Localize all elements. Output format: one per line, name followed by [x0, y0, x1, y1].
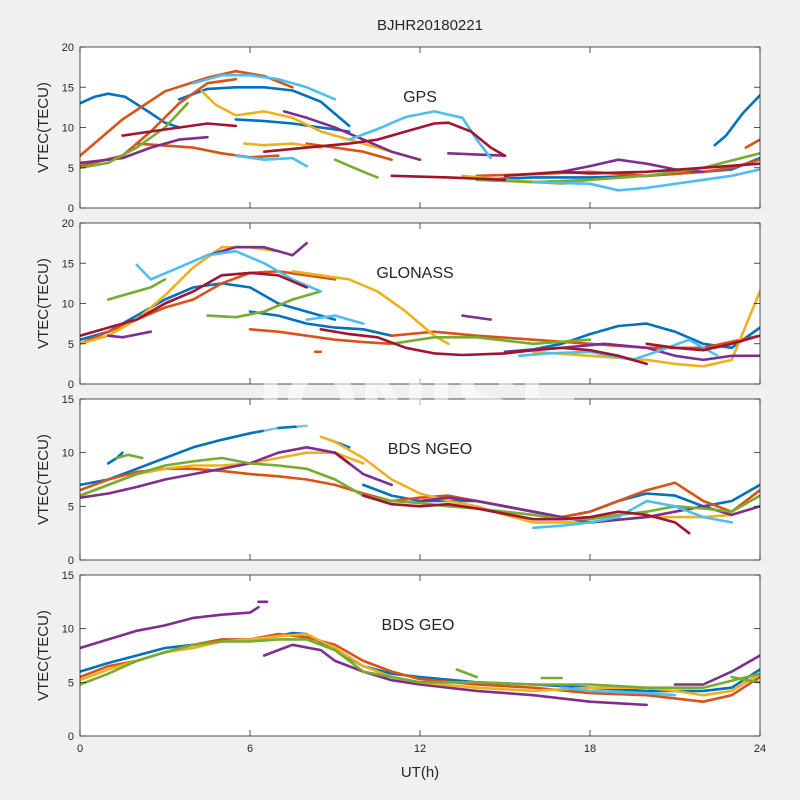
series-line-8: [455, 668, 478, 679]
plot-area: [80, 223, 760, 384]
series-line-12: [243, 142, 323, 149]
y-tick-label: 10: [62, 123, 74, 135]
x-tick-label: 18: [584, 743, 596, 755]
series-line-22: [234, 154, 308, 168]
panels: 0 5 10 15 20 VTEC(TECU) GPS 0 5 10 15 20 VTEC(TECU) G…: [35, 42, 766, 781]
chart-panel-2: 0 5 10 15 VTEC(TECU) BDS NGEO: [35, 394, 761, 567]
series-line-3: [80, 270, 337, 346]
panel-label: GLONASS: [376, 265, 453, 282]
series-line-11: [80, 456, 760, 521]
series-line-16: [447, 152, 507, 157]
series-line-15: [390, 336, 592, 346]
panel-label: BDS GEO: [382, 617, 455, 634]
series-line-14: [206, 290, 323, 319]
x-tick-label: 24: [754, 743, 766, 755]
series-line-7: [291, 270, 450, 346]
series-line-3: [673, 654, 760, 686]
series-line-18: [80, 102, 189, 170]
y-tick-label: 0: [68, 555, 74, 567]
series-line-7: [135, 142, 280, 159]
series-line-14: [80, 135, 209, 165]
x-tick-label: 12: [414, 743, 426, 755]
series-line-1: [177, 86, 351, 128]
series-line-12: [532, 499, 733, 530]
series-line-13: [107, 278, 167, 301]
y-tick-label: 5: [68, 339, 74, 351]
chart-panel-0: 0 5 10 15 20 VTEC(TECU) GPS: [35, 42, 761, 215]
x-tick-label: 0: [77, 743, 83, 755]
y-tick-label: 10: [62, 299, 74, 311]
series-group: [80, 241, 760, 368]
series-line-7: [80, 638, 760, 689]
chart-panel-3: 0 5 10 15 0 6 12 18 24 VTEC(TECU) BDS GEO UT(h): [35, 570, 766, 781]
series-group: [80, 424, 760, 535]
series-line-20: [319, 328, 648, 366]
series-line-19: [80, 271, 308, 337]
y-tick-label: 10: [62, 624, 74, 636]
y-tick-label: 20: [62, 218, 74, 230]
series-group: [80, 600, 760, 707]
y-tick-label: 20: [62, 42, 74, 54]
series-line-11: [560, 686, 677, 697]
series-line-0: [80, 92, 181, 129]
y-tick-label: 0: [68, 731, 74, 743]
series-line-20: [475, 152, 760, 184]
watermark: IONISE: [257, 349, 582, 456]
series-line-6: [80, 77, 238, 168]
y-tick-label: 5: [68, 501, 74, 513]
series-group: [80, 69, 760, 192]
series-line-16: [135, 249, 323, 293]
series-line-23: [347, 110, 493, 160]
y-tick-label: 5: [68, 163, 74, 175]
y-tick-label: 15: [62, 394, 74, 406]
series-line-11: [461, 314, 493, 321]
series-line-17: [305, 314, 365, 325]
series-line-10: [730, 675, 760, 684]
series-line-4: [713, 94, 760, 147]
series-line-14: [362, 494, 691, 535]
panel-label: BDS NGEO: [388, 441, 472, 458]
y-tick-label: 15: [62, 82, 74, 94]
y-axis-label: VTEC(TECU): [35, 82, 52, 173]
series-line-10: [115, 453, 144, 460]
y-tick-label: 15: [62, 570, 74, 582]
series-line-25: [121, 122, 238, 137]
series-line-21: [192, 73, 337, 101]
series-line-10: [206, 241, 308, 257]
series-line-0: [80, 605, 260, 650]
y-axis-label: VTEC(TECU): [35, 610, 52, 701]
series-line-13: [333, 451, 351, 465]
series-line-24: [532, 168, 760, 192]
series-line-2: [262, 643, 648, 707]
y-tick-label: 0: [68, 203, 74, 215]
series-line-19: [333, 158, 379, 179]
figure-title: BJHR20180221: [377, 17, 483, 34]
series-line-1: [248, 310, 393, 337]
panel-label: GPS: [403, 89, 437, 106]
series-line-26: [262, 121, 507, 157]
x-axis-label: UT(h): [401, 764, 439, 781]
series-line-21: [645, 334, 760, 352]
series-line-2: [234, 118, 351, 133]
plot-area: [80, 575, 760, 736]
series-line-8: [532, 290, 760, 368]
y-axis-label: VTEC(TECU): [35, 258, 52, 349]
chart-panel-1: 0 5 10 15 20 VTEC(TECU) GLONASS: [35, 218, 761, 391]
series-line-4: [80, 467, 393, 503]
series-line-28: [390, 174, 507, 182]
y-tick-label: 15: [62, 258, 74, 270]
x-tick-label: 6: [247, 743, 253, 755]
y-axis-label: VTEC(TECU): [35, 434, 52, 525]
series-line-4: [248, 328, 393, 346]
series-line-10: [744, 138, 760, 149]
series-line-9: [107, 330, 153, 339]
y-tick-label: 10: [62, 448, 74, 460]
y-tick-label: 0: [68, 379, 74, 391]
y-tick-label: 5: [68, 677, 74, 689]
series-line-5: [390, 481, 760, 519]
series-line-27: [503, 162, 760, 178]
series-line-15: [282, 110, 422, 161]
plot-area: [80, 399, 760, 560]
